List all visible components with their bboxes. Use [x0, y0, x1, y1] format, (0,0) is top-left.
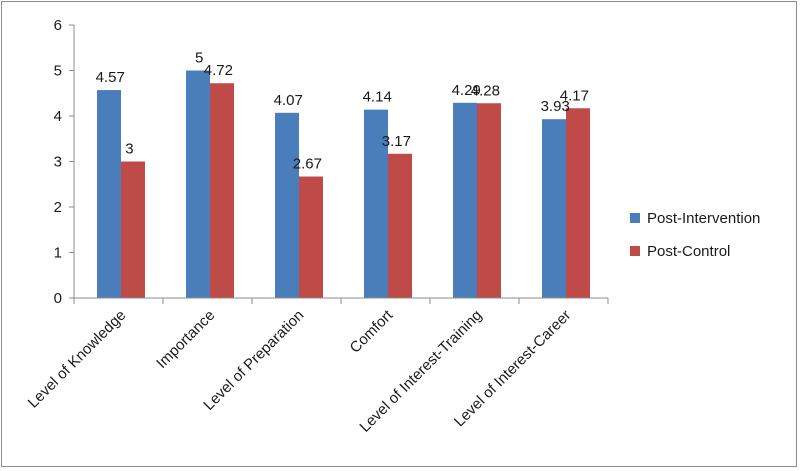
bar-post-intervention	[542, 119, 566, 298]
data-label: 3.93	[541, 98, 570, 115]
bar-post-control	[121, 161, 145, 298]
data-label: 4.72	[204, 62, 233, 79]
y-tick-label: 1	[54, 245, 62, 262]
bar-post-intervention	[364, 109, 388, 298]
y-axis: 0 1 2 3 4 5 6	[54, 17, 75, 307]
data-label: 4.07	[274, 92, 303, 109]
y-tick-label: 4	[54, 108, 62, 125]
bar-post-intervention	[97, 90, 121, 298]
y-tick-label: 0	[54, 290, 62, 307]
data-label: 4.29	[452, 82, 481, 99]
x-category-label: Level of Knowledge	[25, 307, 130, 412]
y-tick-label: 2	[54, 199, 62, 216]
bar-post-control	[210, 83, 234, 299]
x-category-label: Comfort	[347, 306, 397, 356]
data-label: 4.57	[96, 69, 125, 86]
bar-post-control	[388, 153, 412, 298]
data-label: 5	[195, 50, 203, 67]
bar-post-intervention	[186, 70, 210, 298]
bar-post-intervention	[453, 102, 477, 299]
legend: Post-Intervention Post-Control	[630, 210, 760, 260]
legend-label: Post-Control	[647, 243, 730, 260]
data-label: 4.17	[560, 87, 589, 104]
data-label: 2.67	[293, 156, 322, 173]
y-tick-label: 6	[54, 17, 62, 34]
x-category-label: Level of Preparation	[200, 307, 307, 414]
data-label: 3	[125, 141, 133, 158]
legend-swatch	[630, 213, 640, 223]
bar-post-control	[566, 108, 590, 298]
y-tick-label: 5	[54, 63, 62, 80]
legend-label: Post-Intervention	[647, 210, 760, 227]
bars-group	[97, 70, 590, 299]
x-category-label: Importance	[153, 307, 218, 372]
y-tick-label: 3	[54, 154, 62, 171]
data-label: 4.14	[363, 89, 392, 106]
legend-swatch	[630, 246, 640, 256]
data-label: 3.17	[382, 133, 411, 150]
bar-post-intervention	[275, 112, 299, 298]
bar-post-control	[299, 176, 323, 298]
data-labels-group: 4.57 3 54.72 4.07 2.67 4.14 3.17 4.294.28 3.934.…	[96, 50, 589, 173]
bar-post-control	[477, 103, 501, 298]
data-label: 4.28	[471, 82, 500, 99]
